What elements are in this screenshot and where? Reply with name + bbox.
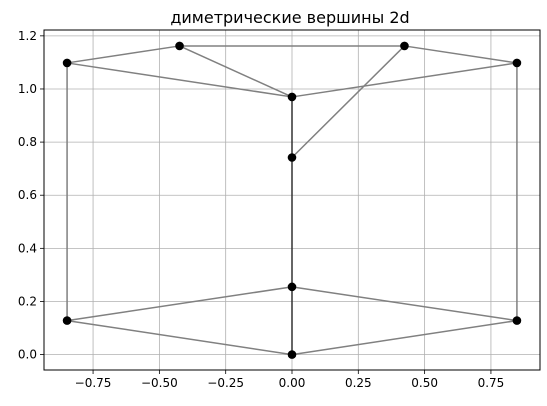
vertex-point <box>175 41 184 51</box>
edge-line <box>66 62 293 98</box>
y-tick-label: 0.6 <box>18 188 37 202</box>
vertex-point <box>512 316 522 325</box>
grid-lines <box>44 30 540 370</box>
y-tick-label: 0.8 <box>18 135 37 149</box>
edge-line <box>66 319 293 356</box>
x-tick-label: 0.50 <box>411 376 438 390</box>
vertex-point <box>287 92 297 102</box>
vertex-point <box>62 58 72 68</box>
y-tick-label: 0.2 <box>18 294 37 308</box>
y-axis-ticks: 0.0 0.2 0.4 0.6 0.8 1.0 1.2 <box>18 29 44 362</box>
vertex-point <box>287 350 297 359</box>
vertex-point <box>62 316 72 325</box>
vertex-point <box>287 153 297 162</box>
edge-line <box>178 45 293 98</box>
vertex-points <box>62 41 522 359</box>
edge-line <box>291 45 406 159</box>
edge-line <box>403 45 518 64</box>
x-tick-label: 0.25 <box>345 376 372 390</box>
x-axis-ticks: −0.75 −0.50 −0.25 0.00 0.25 0.50 0.75 <box>75 370 505 390</box>
edge-line <box>291 286 518 322</box>
y-tick-label: 1.0 <box>18 82 37 96</box>
x-tick-label: −0.25 <box>207 376 244 390</box>
edge-line <box>66 45 181 64</box>
x-tick-label: 0.00 <box>279 376 306 390</box>
edge-line <box>291 319 518 356</box>
vertex-point <box>400 41 409 51</box>
edge-lines <box>66 45 518 356</box>
x-tick-label: −0.75 <box>75 376 112 390</box>
edge-line <box>66 286 293 322</box>
chart-title: диметрические вершины 2d <box>170 8 409 27</box>
edge-line <box>291 62 518 98</box>
y-tick-label: 1.2 <box>18 29 37 43</box>
y-tick-label: 0.0 <box>18 348 37 362</box>
vertex-point <box>287 282 297 292</box>
y-tick-label: 0.4 <box>18 241 37 255</box>
vertex-point <box>512 58 522 68</box>
x-tick-label: −0.50 <box>141 376 178 390</box>
x-tick-label: 0.75 <box>478 376 505 390</box>
